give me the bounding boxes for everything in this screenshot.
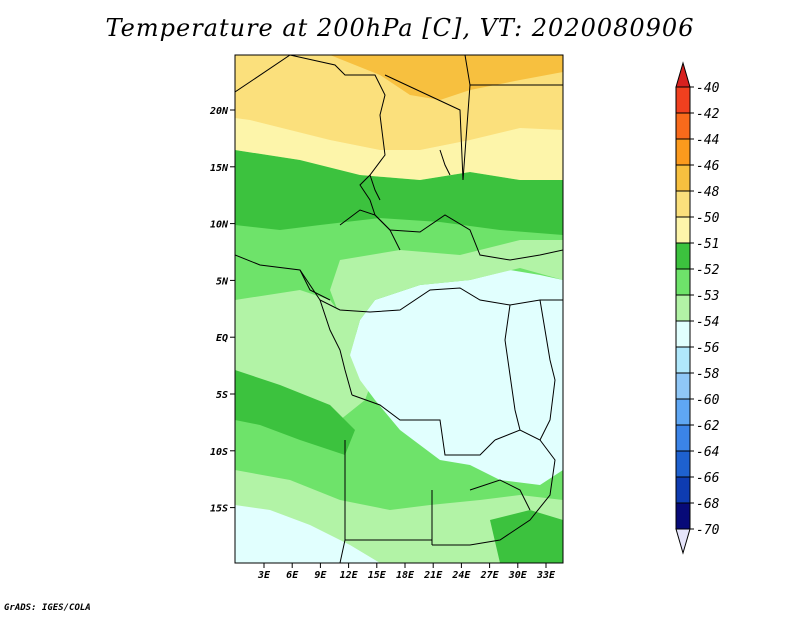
colorbar-label: -40 [696, 81, 720, 96]
colorbar-label: -58 [696, 367, 720, 382]
field-minus52-southeast [490, 510, 563, 563]
lon-label: 27E [480, 570, 500, 581]
colorbar-label: -64 [696, 445, 719, 460]
colorbar-swatch [675, 450, 691, 478]
field-minus52-north [235, 150, 563, 235]
colorbar-label: -52 [696, 263, 720, 278]
colorbar-swatch [675, 294, 691, 322]
field-minus54-rim [330, 240, 563, 355]
colorbar-label: -60 [696, 393, 720, 408]
colorbar-label: -48 [696, 185, 720, 200]
lat-label: 15S [210, 504, 228, 515]
lat-label: 10N [210, 220, 229, 231]
map-title: Temperature at 200hPa [C], VT: 202008090… [105, 14, 695, 42]
field-minus48-north [330, 55, 563, 100]
lon-label: 21E [423, 570, 443, 581]
colorbar-bottom-triangle [675, 528, 691, 555]
colorbar-label: -68 [696, 497, 720, 512]
colorbar-swatch [675, 164, 691, 192]
lon-label: 6E [286, 570, 299, 581]
lon-label: 18E [396, 570, 415, 581]
map-frame [234, 54, 564, 564]
colorbar-swatch [675, 502, 691, 530]
colorbar-swatch [675, 112, 691, 140]
lon-label: 15E [368, 570, 387, 581]
latitude-axis: 20N 15N 10N 5N EQ 5S 10S 15S [209, 106, 235, 515]
colorbar-swatch [675, 424, 691, 452]
field-minus52-southwest [235, 370, 355, 455]
colorbar-swatch [675, 242, 691, 270]
colorbar-label: -62 [696, 419, 720, 434]
lat-label: 5N [216, 276, 229, 287]
colorbar-swatch [675, 398, 691, 426]
lat-label: 5S [216, 390, 228, 401]
lon-label: 12E [340, 570, 359, 581]
lon-label: 30E [508, 570, 528, 581]
colorbar-swatch [675, 216, 691, 244]
colorbar-swatch [675, 320, 691, 348]
colorbar-swatch [675, 346, 691, 374]
colorbar-label: -56 [696, 341, 720, 356]
colorbar-label: -42 [696, 107, 720, 122]
country-borders [235, 55, 563, 563]
colorbar-label: -66 [696, 471, 720, 486]
colorbar-swatch [675, 268, 691, 296]
colorbar-label: -46 [696, 159, 720, 174]
colorbar-swatch [675, 476, 691, 504]
field-minus56-southwest [235, 505, 380, 563]
colorbar: -40 -42 -44 -46 -48 -50 -51 -52 -53 -54 -56 -58 -60 -… [675, 61, 720, 555]
colorbar-swatch [675, 372, 691, 400]
lat-label: 15N [210, 163, 229, 174]
longitude-axis: 3E 6E 9E 12E 15E 18E 21E 24E 27E 30E 33E [257, 563, 556, 581]
lon-label: 9E [314, 570, 327, 581]
colorbar-swatch [675, 138, 691, 166]
colorbar-label: -70 [696, 523, 720, 538]
lon-label: 33E [536, 570, 556, 581]
lon-label: 24E [451, 570, 471, 581]
colorbar-swatch [675, 190, 691, 218]
colorbar-label: -53 [696, 289, 719, 304]
colorbar-label: -50 [696, 211, 720, 226]
temperature-field [235, 55, 563, 563]
lat-label: 10S [210, 447, 228, 458]
colorbar-label: -54 [696, 315, 719, 330]
lat-label: 20N [209, 106, 229, 117]
grads-credit: GrADS: IGES/COLA [4, 603, 91, 613]
colorbar-label: -51 [696, 237, 719, 252]
colorbar-label: -44 [696, 133, 719, 148]
lat-label: EQ [216, 333, 228, 344]
colorbar-top-triangle [675, 61, 691, 88]
field-minus56-core [350, 270, 563, 485]
lon-label: 3E [257, 570, 271, 581]
colorbar-swatch [675, 86, 691, 114]
